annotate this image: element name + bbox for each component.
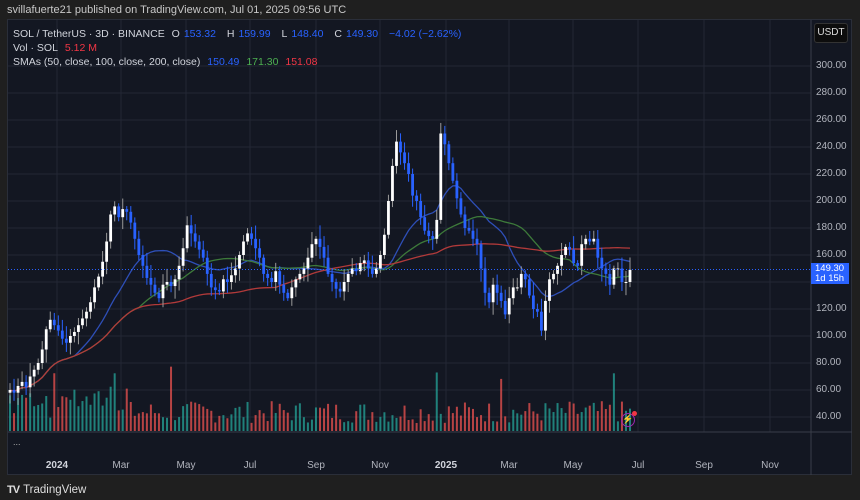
publisher-info: svillafuerte21 published on TradingView.… [7,4,347,16]
price-tick-label: 120.00 [816,303,847,314]
volume-value: 5.12 M [64,42,97,54]
sma100-value: 171.30 [246,56,279,68]
price-tick-label: 40.00 [816,411,842,422]
time-tick-label: May [563,460,583,471]
sma-row[interactable]: SMAs (50, close, 100, close, 200, close)… [13,56,318,68]
more-indicators[interactable]: ... [13,437,21,447]
price-tick-label: 240.00 [816,141,847,152]
price-tick-label: 220.00 [816,168,847,179]
sma50-value: 150.49 [207,56,240,68]
symbol-title[interactable]: SOL / TetherUS · 3D · BINANCE [13,28,165,40]
time-tick-label: Nov [761,460,779,471]
time-tick-label: Sep [307,460,325,471]
time-tick-label: 2025 [434,460,458,471]
tradingview-logo: TV TradingView [7,484,87,496]
time-tick-label: Jul [243,460,257,471]
volume-row[interactable]: Vol · SOL 5.12 M [13,42,97,54]
price-tick-label: 260.00 [816,114,847,125]
time-tick-label: Jul [631,460,645,471]
time-tick-label: Mar [500,460,518,471]
open-value: 153.32 [183,28,216,40]
price-tick-label: 160.00 [816,249,847,260]
chart-panel[interactable] [7,19,852,475]
price-tick-label: 80.00 [816,357,842,368]
time-tick-label: Mar [112,460,130,471]
currency-button[interactable]: USDT [814,23,848,43]
high-value: 159.99 [238,28,271,40]
time-tick-label: 2024 [45,460,69,471]
price-tick-label: 100.00 [816,330,847,341]
last-price-tag: 149.30 1d 15h [811,263,849,284]
close-value: 149.30 [345,28,379,40]
price-tick-label: 300.00 [816,60,847,71]
time-tick-label: May [176,460,196,471]
price-tick-label: 60.00 [816,384,842,395]
price-tick-label: 200.00 [816,195,847,206]
time-tick-label: Sep [695,460,713,471]
tv-logo-icon: TV [7,484,20,496]
flash-alert-icon[interactable]: ⚡ [621,411,637,427]
sma200-value: 151.08 [285,56,318,68]
price-tick-label: 180.00 [816,222,847,233]
price-tick-label: 280.00 [816,87,847,98]
time-tick-label: Nov [371,460,389,471]
low-value: 148.40 [291,28,324,40]
change-value: −4.02 (−2.62%) [389,28,462,40]
